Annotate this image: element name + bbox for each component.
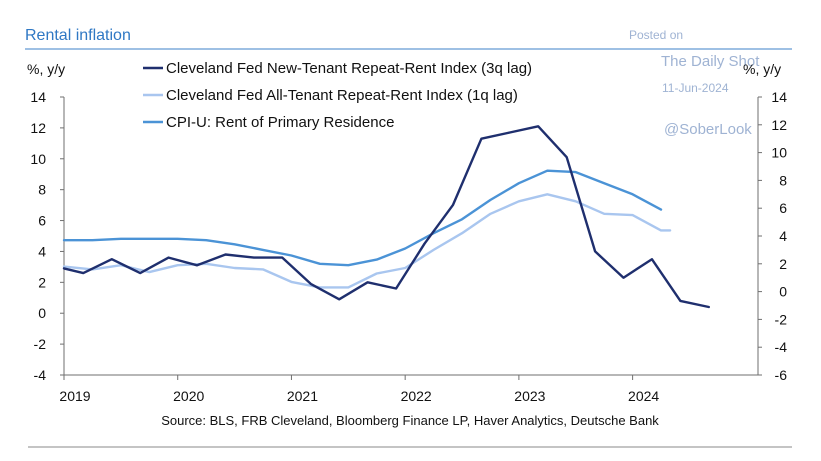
chart-title: Rental inflation	[25, 27, 131, 44]
watermark-handle: @SoberLook	[664, 121, 752, 138]
watermark-posted: Posted on	[629, 28, 683, 42]
y-right-tick-label: 12	[771, 117, 787, 133]
y-left-tick-label: -2	[34, 336, 47, 352]
series-line-new_tenant	[62, 125, 710, 309]
source-note: Source: BLS, FRB Cleveland, Bloomberg Fi…	[161, 413, 659, 428]
y-right-tick-label: 4	[779, 228, 787, 244]
y-right-tick-label: 14	[771, 89, 787, 105]
x-tick-label: 2023	[514, 388, 545, 404]
y-right-tick-label: 10	[771, 145, 787, 161]
y-right-tick-label: -6	[775, 367, 788, 383]
y-left-tick-label: -4	[34, 367, 47, 383]
x-tick-label: 2024	[628, 388, 659, 404]
y-left-tick-label: 2	[38, 274, 46, 290]
series-line-all_tenant	[62, 193, 672, 289]
watermark-date: 11-Jun-2024	[662, 81, 729, 95]
y-axis-right-label: %, y/y	[743, 61, 781, 77]
y-right-tick-label: -2	[775, 311, 788, 327]
x-tick-label: 2021	[287, 388, 318, 404]
legend-label-all_tenant: Cleveland Fed All-Tenant Repeat-Rent Ind…	[166, 87, 518, 104]
watermark-site: The Daily Shot	[661, 53, 760, 70]
y-left-tick-label: 10	[30, 151, 46, 167]
y-left-tick-label: 6	[38, 213, 46, 229]
series-line-cpi	[62, 169, 663, 267]
legend-label-new_tenant: Cleveland Fed New-Tenant Repeat-Rent Ind…	[166, 60, 532, 77]
legend-label-cpi: CPI-U: Rent of Primary Residence	[166, 114, 394, 131]
y-right-tick-label: -4	[775, 339, 788, 355]
x-tick-label: 2022	[401, 388, 432, 404]
y-left-tick-label: 14	[30, 89, 46, 105]
x-tick-label: 2019	[59, 388, 90, 404]
series-lines	[62, 125, 710, 309]
y-right-tick-label: 2	[779, 256, 787, 272]
y-left-tick-label: 4	[38, 243, 46, 259]
axes: 14 12 10 8 6 4 2 0 -2 -4 14 12 10 8 6 4 2 0 -2 -4 -6 2019 2020…	[30, 89, 787, 404]
y-left-tick-label: 8	[38, 182, 46, 198]
y-right-tick-label: 8	[779, 172, 787, 188]
legend: Cleveland Fed New-Tenant Repeat-Rent Ind…	[143, 60, 532, 131]
y-axis-left-label: %, y/y	[27, 61, 65, 77]
y-left-tick-label: 12	[30, 120, 46, 136]
x-tick-label: 2020	[173, 388, 204, 404]
y-left-tick-label: 0	[38, 305, 46, 321]
y-right-tick-label: 0	[779, 284, 787, 300]
y-right-tick-label: 6	[779, 200, 787, 216]
